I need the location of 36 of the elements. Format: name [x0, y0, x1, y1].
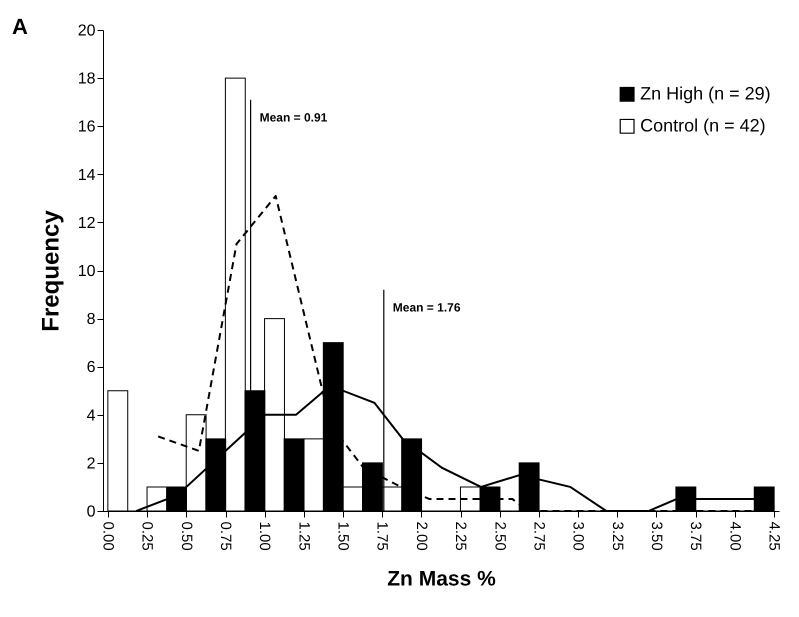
y-tick-label: 0 [86, 504, 96, 520]
y-tick-label: 18 [78, 70, 96, 88]
y-tick-label: 10 [78, 263, 96, 280]
x-tick-label: 0.75 [217, 522, 234, 551]
y-tick-label: 2 [86, 455, 96, 472]
x-tick-label: 3.75 [687, 522, 704, 551]
x-tick-label: 1.75 [374, 522, 391, 551]
x-tick-label: 0.00 [100, 522, 116, 551]
x-tick-label: 1.00 [256, 522, 274, 551]
x-tick-label: 1.50 [334, 522, 352, 551]
y-tick-label: 20 [78, 22, 96, 40]
legend-label: Control (n = 42) [640, 115, 766, 136]
x-tick-label: 2.00 [412, 522, 430, 551]
legend-label: Zn High (n = 29) [640, 83, 771, 104]
x-tick-label: 2.25 [452, 522, 470, 551]
x-tick-label: 3.00 [570, 522, 587, 551]
y-tick-label: 8 [86, 311, 96, 328]
y-tick-label: 6 [86, 359, 96, 376]
x-tick-label: 3.50 [648, 522, 665, 551]
y-tick-label: 14 [78, 166, 96, 184]
x-axis-title: Zn Mass % [387, 568, 496, 591]
ref-line-label: Mean = 0.91 [260, 110, 328, 125]
x-tick-label: 4.25 [766, 522, 782, 551]
x-tick-label: 4.00 [726, 522, 744, 551]
ref-line-label: Mean = 1.76 [392, 300, 461, 315]
text: A [12, 14, 28, 39]
x-tick-label: 2.75 [530, 522, 548, 551]
x-tick-label: 3.25 [608, 522, 626, 551]
x-tick-label: 1.25 [295, 522, 312, 551]
y-tick-label: 12 [78, 214, 96, 232]
x-tick-label: 0.25 [138, 522, 156, 551]
y-tick-label: 4 [86, 407, 96, 424]
y-tick-label: 16 [78, 118, 96, 136]
x-tick-label: 2.50 [491, 522, 508, 551]
x-tick-label: 0.50 [178, 522, 195, 551]
y-axis-title: Frequency [38, 210, 65, 332]
